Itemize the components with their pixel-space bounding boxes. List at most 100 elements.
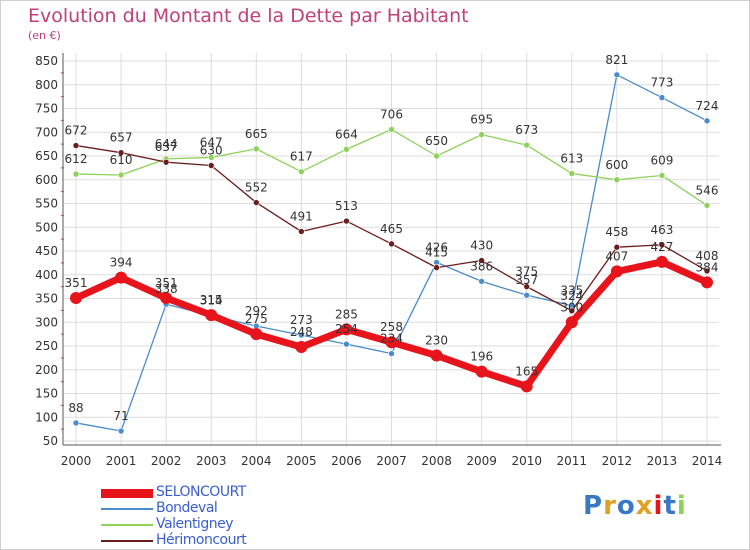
logo-letter: i: [653, 491, 664, 521]
data-label: 724: [696, 99, 719, 113]
y-tick-label: 800: [35, 78, 58, 92]
x-tick-label: 2008: [421, 454, 452, 468]
data-label: 617: [290, 150, 313, 164]
data-point: [703, 117, 711, 125]
y-tick-label: 250: [35, 339, 58, 353]
data-label: 609: [650, 153, 673, 167]
data-label: 427: [650, 240, 673, 254]
data-label: 695: [470, 113, 493, 127]
data-point: [658, 94, 666, 101]
logo-letter: x: [635, 491, 654, 521]
data-point: [298, 168, 305, 175]
x-tick-label: 2003: [196, 454, 227, 468]
data-label: 165: [515, 364, 538, 378]
data-label: 513: [335, 199, 358, 213]
x-tick-label: 2004: [241, 454, 272, 468]
data-point: [478, 131, 485, 138]
y-tick-label: 200: [35, 363, 58, 377]
data-label: 600: [605, 158, 628, 172]
data-label: 335: [560, 284, 583, 298]
data-point: [478, 278, 485, 285]
y-tick-label: 750: [35, 102, 58, 116]
data-label: 338: [155, 282, 178, 296]
data-label: 285: [335, 307, 358, 321]
data-label: 234: [380, 332, 403, 346]
data-label: 386: [470, 259, 493, 273]
data-point: [298, 331, 305, 339]
y-tick-label: 550: [35, 197, 58, 211]
data-point: [388, 240, 395, 248]
x-tick-label: 2010: [511, 454, 542, 468]
data-point: [568, 307, 576, 315]
data-point: [523, 141, 531, 149]
data-point: [205, 309, 218, 322]
y-tick-label: 100: [35, 410, 58, 424]
data-label: 426: [425, 240, 448, 254]
y-tick-label: 300: [35, 315, 58, 329]
data-point: [388, 350, 395, 357]
data-point: [72, 142, 80, 149]
y-tick-label: 500: [35, 220, 58, 234]
data-point: [523, 291, 531, 299]
data-point: [613, 176, 621, 184]
data-label: 375: [515, 265, 538, 279]
data-label: 384: [696, 260, 719, 274]
legend-swatch: [101, 524, 153, 526]
data-point: [388, 126, 395, 133]
data-label: 458: [605, 225, 628, 239]
data-point: [701, 276, 713, 289]
legend-label: Bondeval: [156, 500, 218, 516]
data-label: 196: [470, 350, 493, 364]
data-label: 610: [110, 153, 133, 167]
proxiti-logo: Proxiti: [583, 491, 687, 521]
data-point: [343, 146, 350, 153]
data-label: 546: [696, 183, 719, 197]
data-label: 491: [290, 210, 313, 224]
data-label: 315: [200, 293, 223, 307]
y-tick-label: 450: [35, 244, 58, 258]
data-point: [703, 202, 711, 209]
x-tick-label: 2002: [151, 454, 182, 468]
data-point: [475, 365, 488, 378]
y-tick-label: 400: [35, 268, 58, 282]
data-point: [343, 340, 350, 348]
x-tick-label: 2005: [286, 454, 317, 468]
data-label: 258: [380, 320, 403, 334]
y-tick-label: 850: [35, 54, 58, 68]
data-label: 292: [245, 304, 268, 318]
data-label: 351: [155, 276, 178, 290]
data-label: 647: [200, 135, 223, 149]
data-label: 248: [290, 325, 313, 339]
data-label: 408: [696, 249, 719, 263]
data-label: 415: [425, 246, 448, 260]
data-label: 664: [335, 127, 358, 141]
x-tick-label: 2012: [602, 454, 633, 468]
y-tick-label: 700: [35, 125, 58, 139]
data-point: [117, 171, 125, 179]
data-point: [117, 149, 125, 156]
x-tick-label: 2006: [331, 454, 362, 468]
data-point: [658, 172, 666, 179]
data-point: [207, 162, 215, 169]
data-point: [250, 328, 263, 341]
y-tick-label: 650: [35, 149, 58, 163]
logo-letter: r: [603, 491, 617, 521]
data-label: 88: [68, 401, 83, 415]
data-label: 71: [113, 409, 128, 423]
y-tick-label: 350: [35, 292, 58, 306]
data-point: [703, 267, 711, 275]
x-tick-label: 2014: [692, 454, 723, 468]
data-point: [523, 283, 531, 290]
x-tick-label: 2000: [61, 454, 92, 468]
data-label: 630: [200, 144, 223, 158]
x-tick-label: 2009: [466, 454, 497, 468]
legend-label: Valentigney: [156, 516, 233, 532]
data-point: [658, 241, 666, 249]
logo-letter: P: [583, 491, 604, 521]
data-label: 407: [605, 249, 628, 263]
data-point: [343, 217, 350, 225]
data-label: 612: [65, 152, 88, 166]
data-point: [610, 265, 623, 278]
